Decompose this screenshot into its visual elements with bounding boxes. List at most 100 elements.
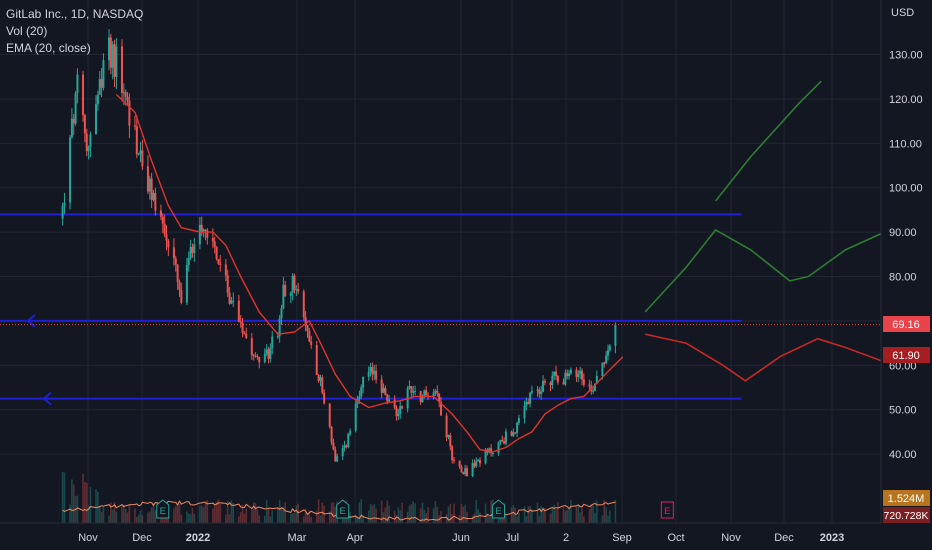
volume-bar — [193, 513, 196, 523]
candle-body — [72, 118, 75, 124]
volume-bar — [434, 501, 437, 523]
candle-body — [152, 192, 155, 200]
projection-path-green[interactable] — [644, 229, 885, 313]
projection-path-red[interactable] — [644, 333, 894, 382]
volume-bar — [238, 516, 240, 523]
candle-body — [395, 407, 398, 416]
candle-body — [328, 403, 331, 427]
candle-body — [191, 246, 194, 254]
volume-bar — [225, 514, 227, 523]
candle-body — [334, 449, 337, 462]
level-arrow-left — [26, 314, 36, 328]
candle-body — [575, 369, 578, 377]
candle-body — [96, 94, 99, 105]
candle-body — [82, 74, 85, 115]
candle-body — [388, 399, 391, 402]
volume-bar — [178, 503, 181, 523]
candle-body — [293, 275, 296, 290]
price-axis-panel[interactable] — [881, 0, 932, 550]
candle-body — [61, 205, 64, 219]
volume-bar — [490, 500, 492, 523]
candle-body — [453, 459, 456, 461]
candle-body — [408, 386, 411, 389]
candle-body — [139, 150, 142, 154]
candle-body — [107, 37, 110, 61]
volume-bar — [609, 510, 611, 523]
volume-bar — [149, 511, 151, 523]
candle-body — [111, 44, 114, 68]
volume-bar — [514, 507, 517, 523]
symbol-title[interactable]: GitLab Inc., 1D, NASDAQ — [6, 7, 144, 21]
candle-body — [87, 147, 90, 152]
candle-body — [126, 96, 129, 101]
volume-bar — [412, 501, 415, 523]
candle-body — [206, 230, 209, 238]
volume-bar — [419, 508, 422, 523]
candle-body — [284, 284, 287, 296]
ema-indicator-label[interactable]: EMA (20, close) — [6, 41, 91, 55]
volume-bar — [523, 506, 526, 523]
candle-body — [291, 275, 294, 293]
candle-body — [276, 336, 279, 338]
time-axis-panel[interactable] — [0, 523, 881, 550]
volume-bar — [445, 513, 448, 523]
volume-bar — [256, 509, 259, 523]
candle-body — [445, 415, 448, 438]
earnings-marker[interactable]: E — [156, 499, 170, 519]
candle-body — [200, 224, 203, 232]
candle-body — [85, 133, 88, 152]
volume-bar — [607, 515, 609, 523]
candle-body — [478, 459, 481, 464]
candle-body — [176, 264, 179, 282]
volume-bar — [271, 510, 274, 523]
y-tick-label: 80.00 — [889, 272, 917, 284]
candle-body — [523, 405, 526, 419]
candle-body — [530, 390, 533, 393]
earnings-marker[interactable]: E — [336, 499, 350, 519]
candle-body — [588, 384, 591, 387]
volume-bar — [453, 503, 455, 523]
candle-body — [343, 445, 346, 448]
volume-bar — [174, 506, 177, 523]
volume-bar — [84, 481, 86, 523]
candle-body — [477, 459, 480, 461]
price-badges: 69.16 61.90 1.524M 720.728K — [883, 316, 930, 523]
y-tick-label: 120.00 — [889, 94, 923, 106]
candle-body — [250, 338, 253, 356]
ema-20-line — [115, 93, 624, 453]
volume-bar — [510, 507, 513, 523]
volume-bar — [213, 504, 216, 523]
projection-path-green[interactable] — [714, 80, 822, 202]
candle-body — [224, 264, 227, 276]
candle-body — [83, 114, 86, 134]
candle-body — [516, 422, 519, 433]
volume-bar — [555, 509, 557, 523]
candle-body — [369, 366, 372, 373]
volume-bar — [529, 505, 531, 523]
earnings-marker[interactable]: E — [660, 501, 674, 519]
volume-indicator-label[interactable]: Vol (20) — [6, 24, 48, 38]
candle-body — [317, 374, 320, 381]
candle-body — [98, 79, 101, 95]
volume-bar — [165, 516, 168, 523]
volume-value: 1.524M — [888, 493, 925, 505]
volume-bar — [564, 511, 567, 523]
candle-body — [226, 275, 229, 293]
volume-bar — [310, 516, 312, 523]
volume-bar — [317, 499, 320, 523]
candle-body — [282, 284, 285, 309]
earnings-marker[interactable]: E — [492, 499, 506, 519]
volume-bar — [111, 509, 114, 523]
candlesticks — [61, 29, 617, 478]
candle-body — [306, 325, 309, 331]
volume-bar — [423, 509, 426, 523]
horizontal-levels — [0, 213, 742, 406]
candle-body — [278, 318, 281, 337]
candle-body — [542, 381, 545, 392]
y-tick-label: 110.00 — [889, 138, 922, 150]
volume-bar — [570, 499, 572, 523]
volume-bar — [113, 502, 116, 523]
volume-bar — [447, 506, 450, 523]
